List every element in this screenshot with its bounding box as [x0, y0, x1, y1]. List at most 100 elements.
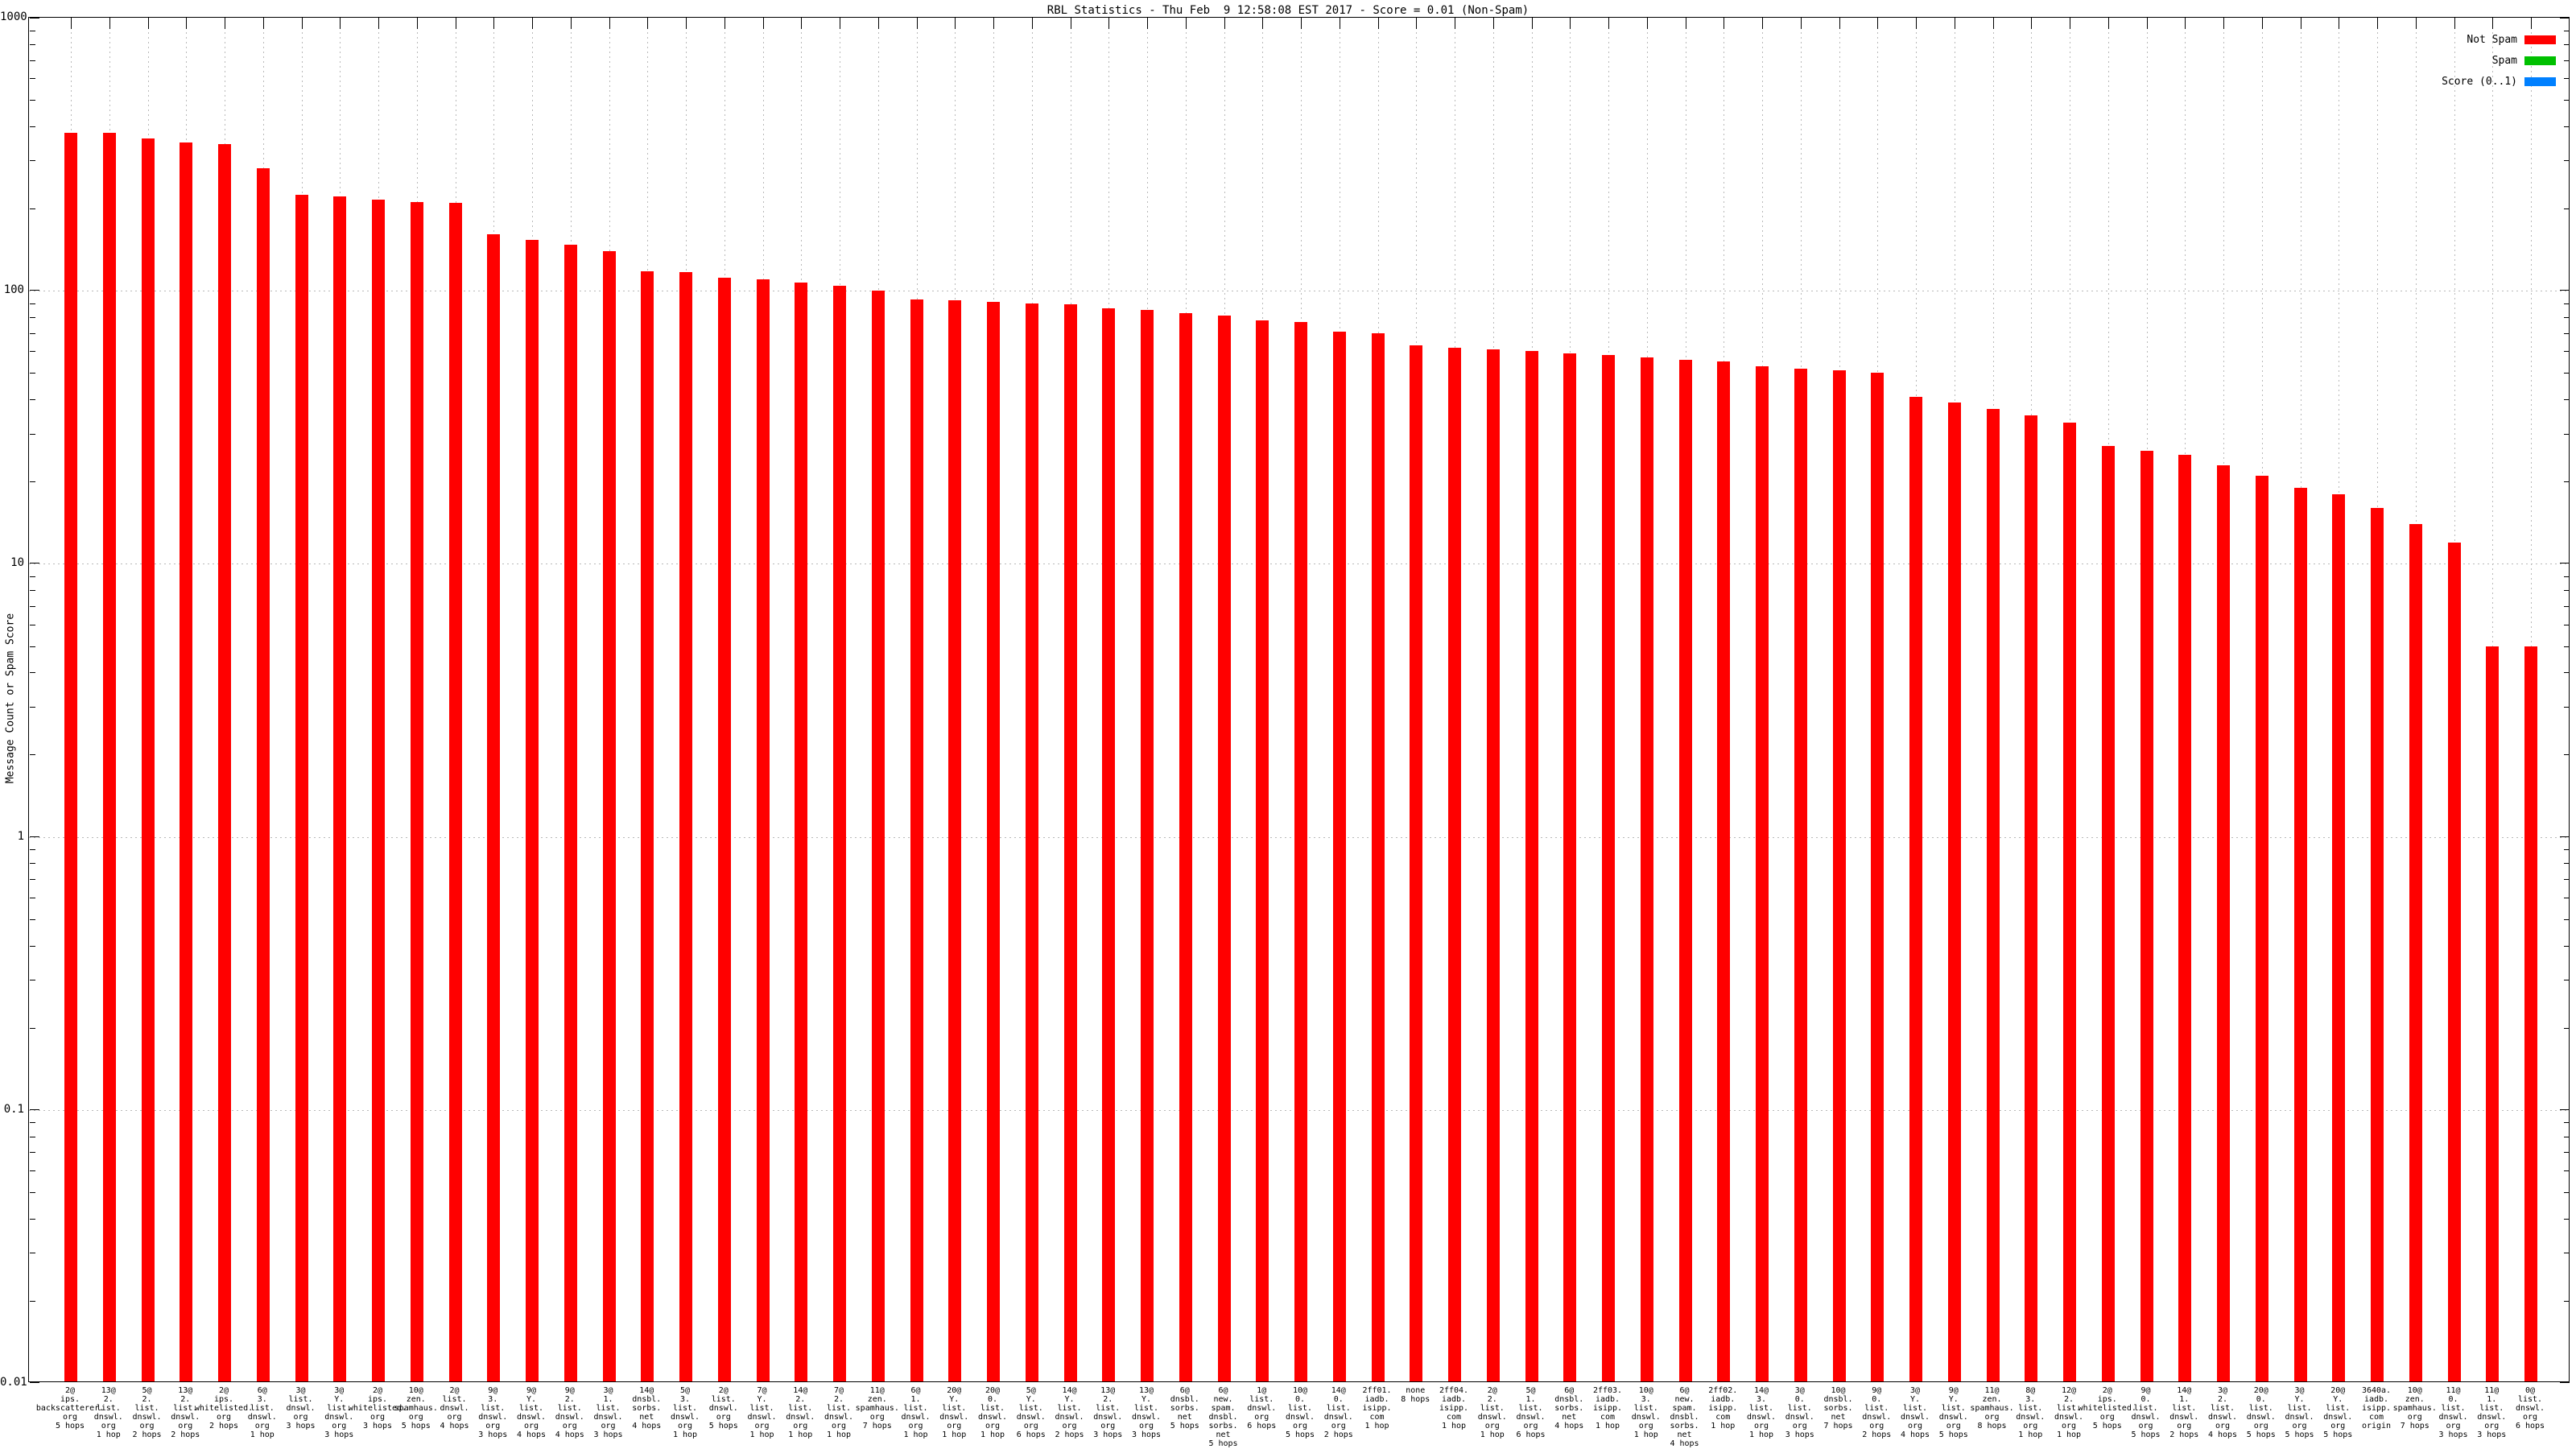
y-minor-tick	[2564, 1122, 2570, 1124]
legend-swatch-score	[2524, 77, 2556, 86]
bar-not-spam	[102, 133, 116, 1381]
x-tick	[1492, 18, 1494, 29]
y-minor-tick	[2564, 317, 2570, 319]
y-minor-tick	[2564, 590, 2570, 592]
bar-not-spam	[2409, 523, 2422, 1381]
legend-item-spam: Spam	[2442, 55, 2556, 67]
bar-not-spam	[1141, 310, 1154, 1381]
y-minor-tick	[30, 576, 35, 577]
legend-label: Score (0..1)	[2442, 76, 2517, 88]
y-minor-tick	[2564, 303, 2570, 304]
y-minor-tick	[2564, 433, 2570, 435]
x-axis-label: 2@ ips. whitelisted. org 2 hops	[194, 1386, 254, 1430]
y-minor-tick	[2564, 919, 2570, 920]
bar-not-spam	[448, 202, 462, 1381]
bar-not-spam	[333, 196, 347, 1381]
x-tick	[1185, 18, 1187, 29]
x-axis-label: 9@ 3. list. dnswl. org 3 hops	[478, 1386, 508, 1439]
legend-swatch-not-spam	[2524, 35, 2556, 44]
y-minor-tick	[2564, 576, 2570, 577]
y-minor-tick	[30, 60, 35, 61]
y-minor-tick	[30, 849, 35, 851]
y-minor-tick	[30, 1170, 35, 1172]
bar-not-spam	[910, 299, 923, 1381]
y-minor-tick	[2564, 399, 2570, 401]
x-axis-label: 8@ 3. list. dnswl. org 1 hop	[2016, 1386, 2046, 1439]
bar-not-spam	[2217, 464, 2230, 1381]
x-axis-label: 6@ new. spam. dnsbl. sorbs. net 5 hops	[1208, 1386, 1238, 1448]
x-axis-label: 14@ 3. list. dnswl. org 1 hop	[1746, 1386, 1777, 1439]
x-axis-label: 7@ 2. list. dnswl. org 1 hop	[824, 1386, 854, 1439]
x-axis-label: 6@ dnsbl. sorbs. net 4 hops	[1554, 1386, 1584, 1430]
y-minor-tick	[2564, 879, 2570, 881]
x-axis-label: 14@ 2. list. dnswl. org 1 hop	[786, 1386, 815, 1439]
y-major-tick	[2560, 1108, 2570, 1110]
x-axis-label: 2ff02. iadb. isipp. com 1 hop	[1708, 1386, 1738, 1430]
y-minor-tick	[30, 605, 35, 607]
bar-not-spam	[1217, 316, 1231, 1381]
bar-not-spam	[1486, 349, 1500, 1381]
x-axis-label: 2ff03. iadb. isipp. com 1 hop	[1592, 1386, 1623, 1430]
x-axis-label: 12@ 2. list. dnswl. org 1 hop	[2054, 1386, 2084, 1439]
bar-not-spam	[871, 291, 885, 1381]
bar-not-spam	[1563, 353, 1577, 1381]
x-axis-label: 9@ 0. list. dnswl. org 2 hops	[1862, 1386, 1892, 1439]
x-tick	[147, 18, 149, 29]
x-tick	[1608, 18, 1609, 29]
x-tick	[1531, 18, 1533, 29]
x-axis-label: 1@ list. dnswl. org 6 hops	[1247, 1386, 1277, 1430]
bar-not-spam	[1986, 408, 2000, 1381]
x-axis-label: 2ff04. iadb. isipp. com 1 hop	[1439, 1386, 1469, 1430]
bar-not-spam	[218, 144, 231, 1381]
y-minor-tick	[30, 672, 35, 674]
bar-not-spam	[1332, 331, 1346, 1381]
y-minor-tick	[30, 879, 35, 881]
x-tick	[801, 18, 803, 29]
bar-not-spam	[1025, 303, 1038, 1381]
x-axis-label: 9@ 0. list. dnswl. org 5 hops	[2131, 1386, 2161, 1439]
bar-not-spam	[487, 234, 501, 1381]
x-tick	[416, 18, 418, 29]
x-tick	[1839, 18, 1840, 29]
y-minor-tick	[30, 1027, 35, 1029]
y-minor-tick	[30, 351, 35, 353]
y-minor-tick	[2564, 1191, 2570, 1193]
y-minor-tick	[30, 373, 35, 374]
y-minor-tick	[30, 303, 35, 304]
x-tick	[2261, 18, 2263, 29]
y-minor-tick	[30, 863, 35, 865]
y-minor-tick	[2564, 706, 2570, 708]
y-major-tick	[2560, 18, 2570, 19]
x-axis-label: 9@ Y. list. dnswl. org 4 hops	[516, 1386, 547, 1439]
bar-not-spam	[795, 283, 808, 1381]
y-major-tick	[2560, 290, 2570, 291]
y-minor-tick	[2564, 863, 2570, 865]
x-axis-label: 14@ Y. list. dnswl. org 2 hops	[1055, 1386, 1084, 1439]
x-axis-label: 20@ Y. list. dnswl. org 5 hops	[2323, 1386, 2353, 1439]
legend-item-not-spam: Not Spam	[2442, 34, 2556, 46]
x-tick	[2185, 18, 2186, 29]
y-minor-tick	[30, 1300, 35, 1302]
bar-not-spam	[948, 300, 962, 1381]
x-axis-label: 2@ ips. backscatterer. org 5 hops	[35, 1386, 105, 1430]
bar-not-spam	[141, 138, 155, 1381]
y-minor-tick	[2564, 1170, 2570, 1172]
x-tick	[1377, 18, 1379, 29]
x-axis-label: 20@ Y. list. dnswl. org 1 hop	[939, 1386, 969, 1439]
x-axis-label: 3@ list. dnswl. org 3 hops	[286, 1386, 316, 1430]
x-tick	[1570, 18, 1571, 29]
x-tick	[378, 18, 379, 29]
x-tick	[2415, 18, 2417, 29]
x-tick	[1108, 18, 1110, 29]
bar-not-spam	[602, 250, 616, 1381]
y-minor-tick	[30, 78, 35, 80]
bar-not-spam	[1410, 345, 1423, 1381]
x-axis-label: 10@ zen. spamhaus. org 7 hops	[2392, 1386, 2437, 1430]
x-tick	[2492, 18, 2494, 29]
y-minor-tick	[2564, 1218, 2570, 1220]
y-minor-tick	[2564, 351, 2570, 353]
x-axis-label: 5@ 3. list. dnswl. org 1 hop	[670, 1386, 700, 1439]
bar-not-spam	[1717, 361, 1731, 1381]
x-tick	[2031, 18, 2033, 29]
